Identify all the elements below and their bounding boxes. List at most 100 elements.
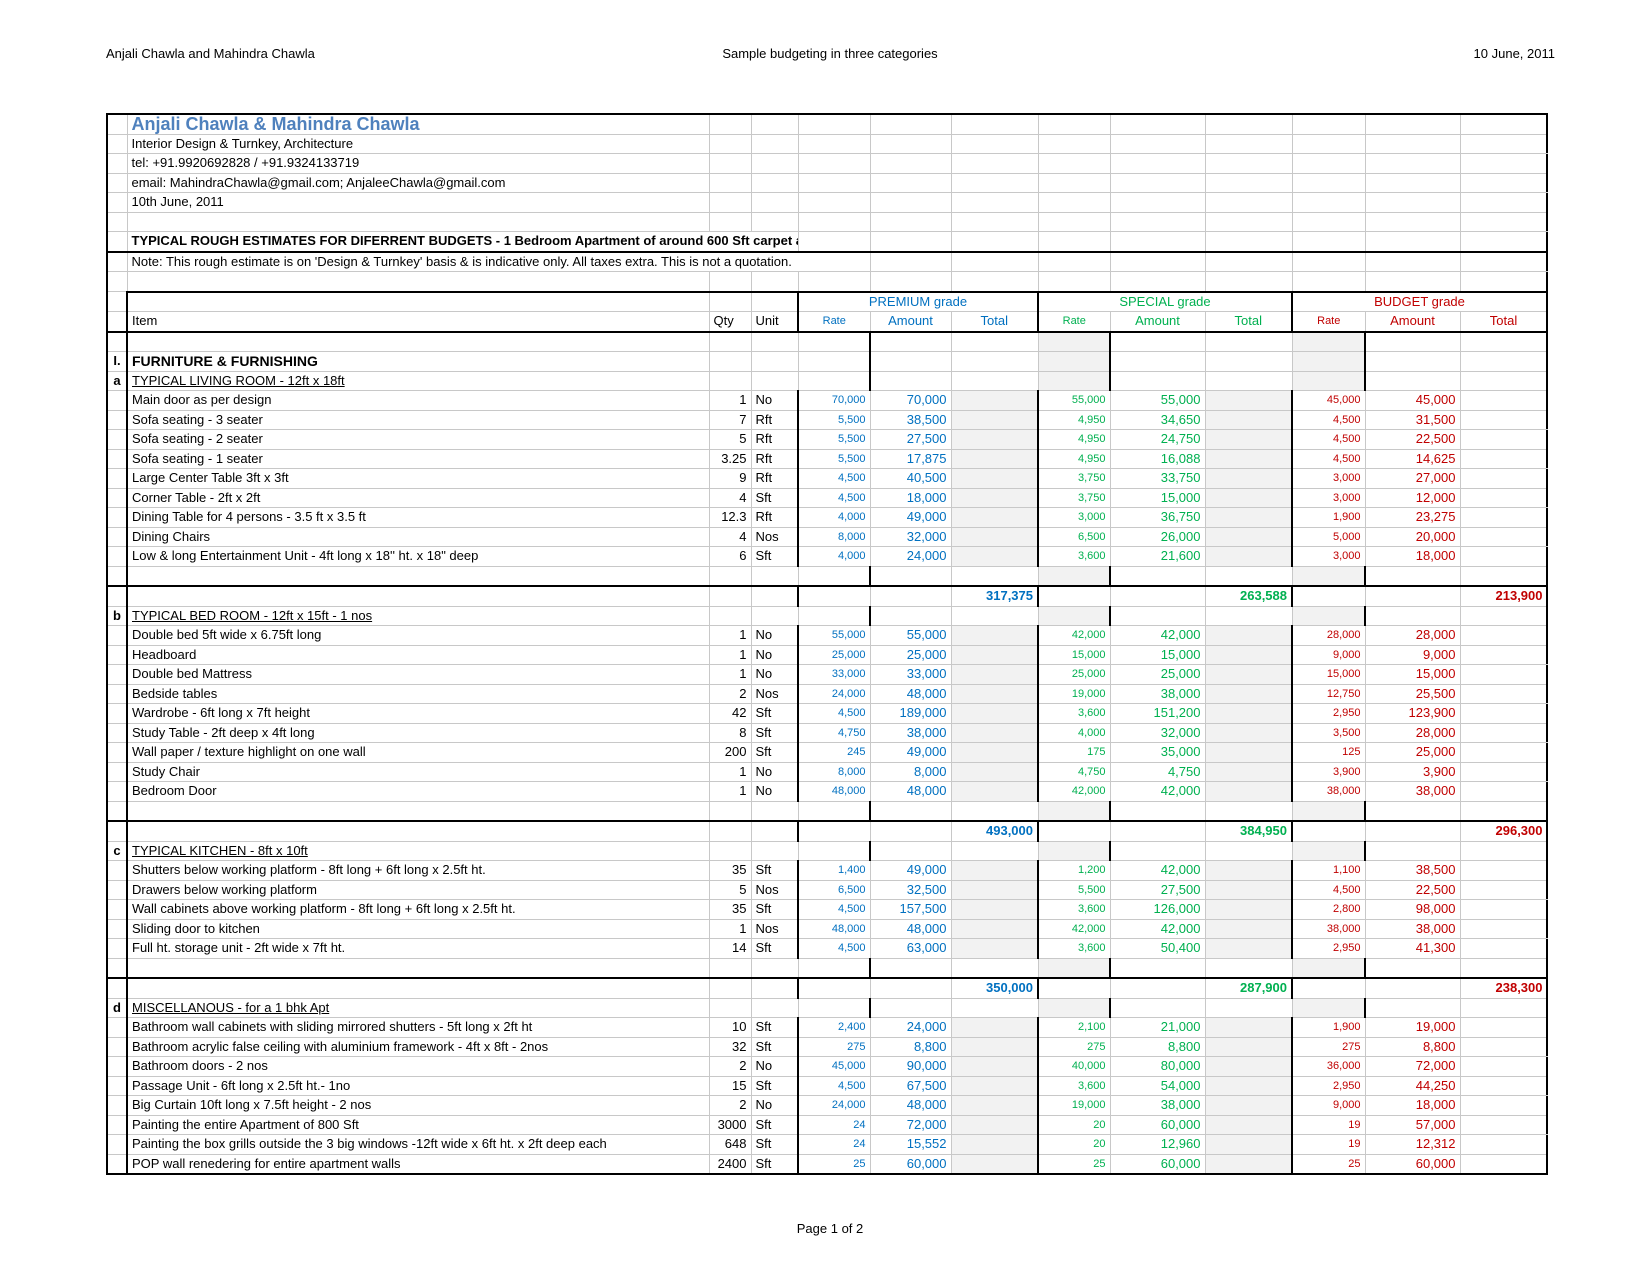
- cell: [1109, 800, 1206, 822]
- cell: [1459, 625, 1548, 646]
- amount: 55,000: [1109, 390, 1206, 411]
- company-name: Anjali Chawla & Mahindra Chawla: [126, 113, 710, 135]
- cell: [1459, 487, 1548, 508]
- cell: [1109, 153, 1206, 174]
- cell: [950, 231, 1039, 253]
- rate: 70,000: [797, 390, 871, 411]
- rate: 36,000: [1291, 1056, 1366, 1077]
- amount: 12,960: [1109, 1134, 1206, 1155]
- cell: [750, 113, 799, 135]
- row: Big Curtain 10ft long x 7.5ft height - 2…: [106, 1095, 1548, 1116]
- cell: [750, 331, 799, 352]
- amount: 15,000: [1109, 644, 1206, 665]
- cell: [106, 1153, 128, 1175]
- cell: [1459, 938, 1548, 959]
- cell: [1204, 546, 1293, 567]
- cell: [1459, 683, 1548, 704]
- cell: [106, 800, 128, 822]
- cell: [106, 231, 128, 253]
- cell: [950, 251, 1039, 272]
- amount: 22,500: [1364, 429, 1461, 450]
- row: [106, 800, 1548, 822]
- cell: [750, 820, 799, 842]
- rate: 38,000: [1291, 918, 1366, 939]
- cell: [1459, 565, 1548, 587]
- amount: 45,000: [1364, 390, 1461, 411]
- cell: [797, 370, 871, 391]
- rate: 48,000: [797, 781, 871, 802]
- cell: [708, 192, 752, 213]
- item-qty: 8: [708, 722, 752, 743]
- cell: [106, 211, 128, 232]
- cell: [1204, 644, 1293, 665]
- item-unit: Sft: [750, 860, 799, 881]
- group-total: 263,588: [1204, 585, 1293, 607]
- cell: [106, 918, 128, 939]
- amount: 42,000: [1109, 625, 1206, 646]
- cell: [708, 820, 752, 842]
- cell: [950, 722, 1039, 743]
- rate: 20: [1037, 1134, 1111, 1155]
- cell: [1204, 860, 1293, 881]
- cell: [950, 605, 1039, 626]
- row: Bathroom acrylic false ceiling with alum…: [106, 1036, 1548, 1057]
- group-total: 384,950: [1204, 820, 1293, 842]
- group-total: 317,375: [950, 585, 1039, 607]
- cell: [1037, 231, 1111, 253]
- cell: [1204, 625, 1293, 646]
- cell: [1364, 192, 1461, 213]
- amount: 38,000: [869, 722, 952, 743]
- cell: [1291, 977, 1366, 999]
- amount: 17,875: [869, 448, 952, 469]
- cell: [797, 153, 871, 174]
- item-name: Passage Unit - 6ft long x 2.5ft ht.- 1no: [126, 1075, 710, 1096]
- amount: 8,800: [1109, 1036, 1206, 1057]
- cell: [1291, 957, 1366, 979]
- cell: [869, 800, 952, 822]
- cell: [126, 290, 710, 312]
- row: 350,000 287,900 238,300: [106, 977, 1548, 999]
- group-title: TYPICAL BED ROOM - 12ft x 15ft - 1 nos: [126, 605, 710, 626]
- cell: [950, 742, 1039, 763]
- cell: [1364, 231, 1461, 253]
- cell: [950, 487, 1039, 508]
- cell: [750, 351, 799, 372]
- row-index: c: [106, 840, 128, 861]
- rate: 125: [1291, 742, 1366, 763]
- row: Sofa seating - 2 seater 5 Rft 5,500 27,500 4,…: [106, 429, 1548, 450]
- cell: [106, 526, 128, 547]
- item-unit: Rft: [750, 507, 799, 528]
- cell: [106, 271, 128, 292]
- item-unit: Rft: [750, 409, 799, 430]
- amount: 33,750: [1109, 468, 1206, 489]
- cell: [797, 565, 871, 587]
- rate: 275: [1037, 1036, 1111, 1057]
- rate: 42,000: [1037, 625, 1111, 646]
- rate: 5,000: [1291, 526, 1366, 547]
- cell: [1459, 703, 1548, 724]
- cell: [1204, 172, 1293, 193]
- item-qty: 1: [708, 644, 752, 665]
- cell: [1364, 113, 1461, 135]
- cell: [750, 957, 799, 979]
- item-qty: 4: [708, 526, 752, 547]
- row: Headboard 1 No 25,000 25,000 15,000 15,000 9,00…: [106, 644, 1548, 665]
- item-qty: 1: [708, 761, 752, 782]
- rate: 6,500: [797, 879, 871, 900]
- header-center: Sample budgeting in three categories: [722, 46, 938, 61]
- cell: [106, 448, 128, 469]
- rate: 40,000: [1037, 1056, 1111, 1077]
- amount: 38,500: [869, 409, 952, 430]
- cell: [869, 153, 952, 174]
- item-name: Sofa seating - 3 seater: [126, 409, 710, 430]
- rate: 42,000: [1037, 781, 1111, 802]
- column-header: Qty: [708, 311, 752, 333]
- amount: 60,000: [869, 1153, 952, 1175]
- header-left: Anjali Chawla and Mahindra Chawla: [106, 46, 315, 61]
- amount: 24,000: [869, 1017, 952, 1038]
- cell: [1459, 448, 1548, 469]
- item-unit: Sft: [750, 899, 799, 920]
- row: Dining Table for 4 persons - 3.5 ft x 3.…: [106, 507, 1548, 528]
- amount: 26,000: [1109, 526, 1206, 547]
- rate: 175: [1037, 742, 1111, 763]
